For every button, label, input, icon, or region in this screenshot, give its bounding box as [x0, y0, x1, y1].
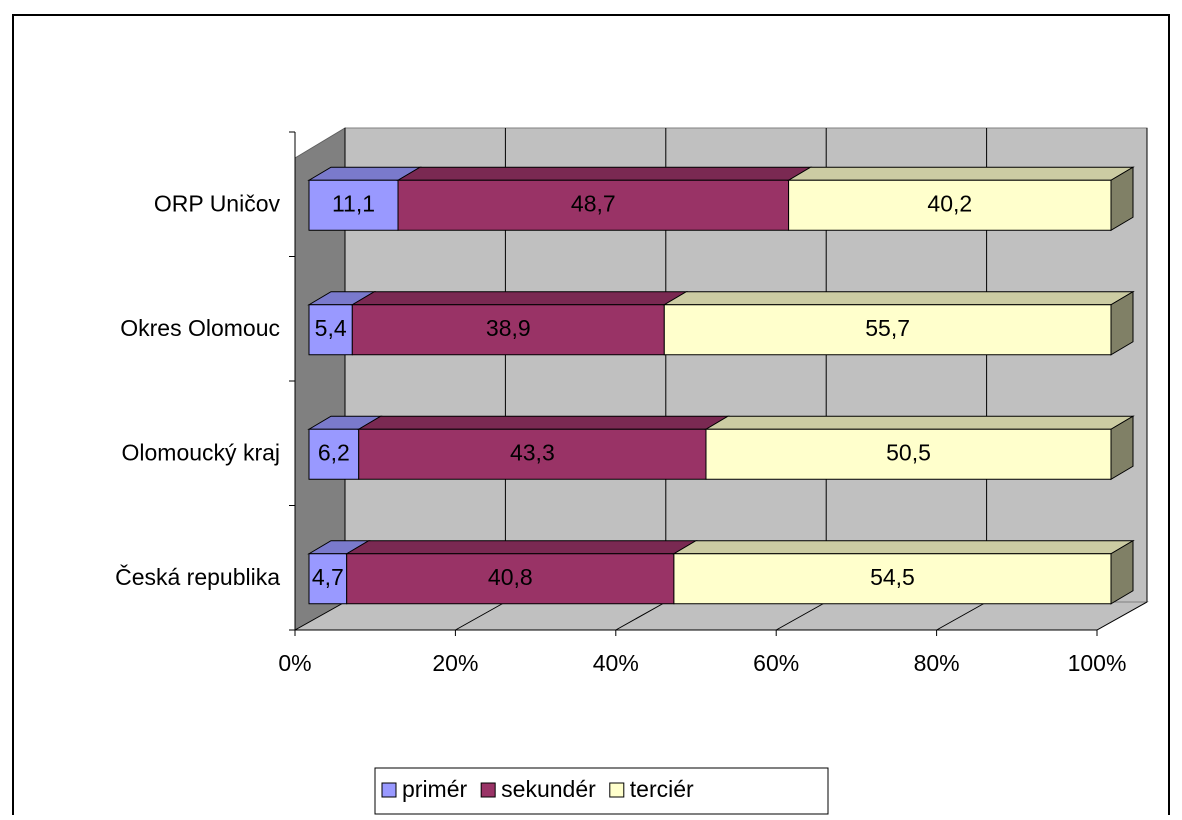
- data-label: 11,1: [332, 190, 375, 216]
- bar: [358, 428, 707, 480]
- bar-top: [396, 166, 813, 181]
- x-tick-label: 80%: [914, 650, 960, 676]
- bar: [705, 428, 1112, 480]
- grid-line: [294, 601, 346, 631]
- bar-top: [662, 291, 1135, 306]
- x-tick-label: 20%: [432, 650, 478, 676]
- legend-swatch: [480, 782, 496, 798]
- grid-line: [615, 601, 667, 631]
- data-label: 43,3: [510, 439, 555, 465]
- bar-top: [672, 540, 1135, 555]
- legend-swatch: [609, 782, 625, 798]
- y-tick-label: Olomoucký kraj: [122, 439, 280, 465]
- data-label: 50,5: [886, 439, 931, 465]
- legend-swatch: [381, 782, 397, 798]
- bar-top: [704, 415, 1135, 430]
- data-label: 48,7: [571, 190, 616, 216]
- bar: [308, 553, 348, 605]
- y-tick-label: Česká republika: [115, 563, 280, 590]
- bar: [673, 553, 1112, 605]
- x-tick-label: 60%: [753, 650, 799, 676]
- x-tick-label: 40%: [593, 650, 639, 676]
- bar: [308, 179, 399, 231]
- bar: [663, 304, 1112, 356]
- bar-top: [344, 540, 698, 555]
- legend-box: [374, 767, 829, 815]
- y-tick-label: ORP Uničov: [154, 190, 281, 216]
- bar-top: [356, 415, 730, 430]
- grid-line: [936, 601, 987, 631]
- data-label: 38,9: [486, 315, 531, 341]
- bar: [308, 428, 360, 480]
- bar: [788, 179, 1112, 231]
- bar: [346, 553, 675, 605]
- grid-line: [1096, 601, 1148, 631]
- x-tick-label: 0%: [278, 650, 311, 676]
- legend: primér sekundér terciér: [374, 767, 829, 815]
- grid-line: [455, 601, 506, 631]
- data-label: 4,7: [312, 564, 344, 590]
- data-label: 5,4: [315, 315, 347, 341]
- data-label: 54,5: [870, 564, 915, 590]
- grid-line: [775, 601, 827, 631]
- data-label: 40,8: [488, 564, 533, 590]
- bar: [351, 304, 665, 356]
- bar-top: [350, 291, 689, 306]
- data-label: 55,7: [865, 315, 910, 341]
- y-tick-label: Okres Olomouc: [120, 315, 280, 341]
- data-label: 40,2: [927, 190, 972, 216]
- floor: [293, 601, 1149, 631]
- data-label: 6,2: [318, 439, 350, 465]
- x-tick-label: 100%: [1068, 650, 1127, 676]
- legend-label: primér: [402, 776, 468, 802]
- legend-label: terciér: [630, 776, 694, 802]
- legend-label: sekundér: [501, 776, 596, 802]
- bar-top: [786, 166, 1135, 181]
